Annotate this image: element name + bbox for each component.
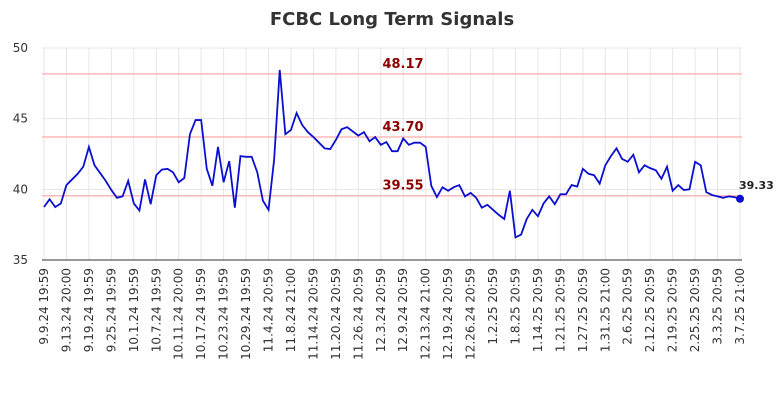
x-tick-label: 10.29.24 19:59: [239, 268, 253, 360]
x-tick-label: 11.20.24 20:59: [329, 268, 343, 360]
x-tick-label: 12.3.24 20:59: [374, 268, 388, 352]
x-tick-label: 12.19.24 20:59: [441, 268, 455, 360]
last-value-label: 39.33: [739, 179, 774, 192]
x-tick-label: 10.7.24 19:59: [149, 268, 163, 352]
x-tick-label: 11.8.24 21:00: [284, 268, 298, 352]
x-tick-label: 10.23.24 19:59: [217, 268, 231, 360]
x-tick-label: 9.19.24 19:59: [82, 268, 96, 352]
x-tick-label: 11.14.24 20:59: [306, 268, 320, 360]
x-tick-label: 2.25.25 20:59: [688, 268, 702, 352]
x-tick-label: 2.6.25 20:59: [621, 268, 635, 345]
x-tick-label: 1.8.25 20:59: [508, 268, 522, 345]
signal-label: 48.17: [382, 57, 423, 72]
x-tick-label: 3.3.25 20:59: [711, 268, 725, 345]
x-tick-label: 12.9.24 20:59: [396, 268, 410, 352]
signal-label: 39.55: [382, 179, 423, 194]
x-tick-label: 12.13.24 21:00: [419, 268, 433, 360]
x-tick-label: 9.9.24 19:59: [37, 268, 51, 345]
x-tick-label: 1.21.25 20:59: [553, 268, 567, 352]
x-tick-label: 9.13.24 20:00: [59, 268, 73, 352]
x-tick-label: 11.4.24 20:59: [262, 268, 276, 352]
x-tick-label: 9.25.24 19:59: [104, 268, 118, 352]
signal-label: 43.70: [382, 120, 423, 135]
x-tick-label: 12.26.24 20:59: [464, 268, 478, 360]
x-tick-label: 1.31.25 21:00: [598, 268, 612, 352]
x-tick-label: 1.27.25 20:59: [576, 268, 590, 352]
x-tick-label: 10.17.24 19:59: [194, 268, 208, 360]
last-point: [736, 194, 744, 203]
x-tick-label: 10.1.24 19:59: [127, 268, 141, 352]
y-tick-label: 50: [13, 41, 28, 55]
x-tick-label: 2.19.25 20:59: [666, 268, 680, 352]
y-tick-label: 45: [13, 112, 28, 126]
y-tick-label: 40: [13, 182, 28, 196]
x-tick-label: 1.14.25 20:59: [531, 268, 545, 352]
x-tick-label: 2.12.25 20:59: [643, 268, 657, 352]
x-tick-label: 11.26.24 20:59: [351, 268, 365, 360]
x-tick-label: 10.11.24 20:00: [172, 268, 186, 360]
y-tick-label: 35: [13, 253, 28, 267]
x-tick-label: 1.2.25 20:59: [486, 268, 500, 345]
chart-title: FCBC Long Term Signals: [270, 9, 514, 30]
line: [43, 69, 741, 239]
x-tick-label: 3.7.25 21:00: [733, 268, 747, 345]
